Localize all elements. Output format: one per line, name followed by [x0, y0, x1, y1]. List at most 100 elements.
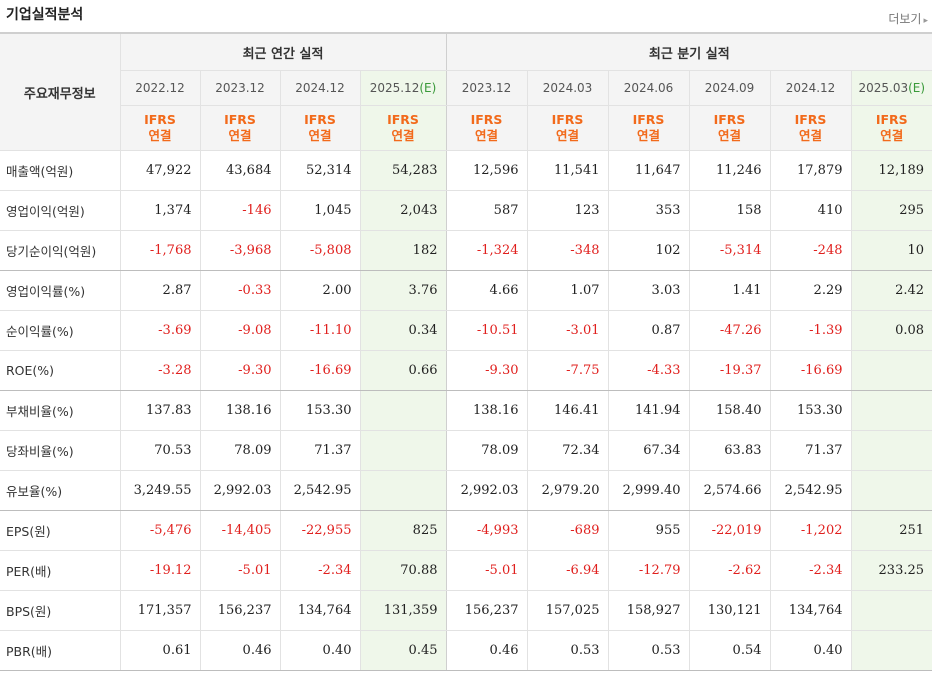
- period-label: 2024.03: [542, 81, 593, 95]
- ifrs-label: IFRS: [551, 112, 584, 127]
- table-cell: -5,476: [120, 510, 201, 551]
- table-row: 순이익률(%) -3.69 -9.08 -11.10 0.34 -10.51 -3.01 0.…: [0, 310, 933, 351]
- table-cell: 71.37: [280, 430, 361, 471]
- period-header: 2024.12: [770, 70, 852, 106]
- table-cell: 0.40: [770, 630, 852, 671]
- table-cell: 102: [608, 230, 690, 271]
- table-cell: 156,237: [446, 590, 528, 631]
- table-cell: -9.30: [446, 350, 528, 391]
- table-cell: -1,768: [120, 230, 201, 271]
- chevron-right-icon: ▸: [923, 16, 928, 26]
- table-cell: -0.33: [200, 270, 281, 311]
- table-cell: 3.03: [608, 270, 690, 311]
- financial-summary-table: 주요재무정보 최근 연간 실적 최근 분기 실적 2022.12 2023.12 2…: [0, 32, 933, 671]
- table-cell: 71.37: [770, 430, 852, 471]
- period-label: 2025.03: [858, 81, 909, 95]
- table-cell: 1,374: [120, 190, 201, 231]
- table-cell: 158: [689, 190, 771, 231]
- table-cell: 0.87: [608, 310, 690, 351]
- table-cell: 137.83: [120, 390, 201, 431]
- ifrs-header: IFRS 연결: [608, 105, 690, 151]
- table-cell: 233.25: [851, 550, 933, 591]
- table-cell: 0.08: [851, 310, 933, 351]
- period-label: 2023.12: [461, 81, 512, 95]
- table-cell: -1,324: [446, 230, 528, 271]
- row-label: ROE(%): [0, 350, 121, 391]
- table-row: ROE(%) -3.28 -9.30 -16.69 0.66 -9.30 -7.75 -4.3…: [0, 350, 933, 391]
- group-header-quarter: 최근 분기 실적: [446, 32, 933, 71]
- table-cell: [851, 590, 933, 631]
- table-cell: 52,314: [280, 150, 361, 191]
- estimate-mark: (E): [419, 81, 437, 95]
- group-header-annual: 최근 연간 실적: [120, 32, 447, 71]
- table-cell: -1,202: [770, 510, 852, 551]
- table-cell: 63.83: [689, 430, 771, 471]
- ifrs-label: IFRS: [304, 112, 336, 127]
- ifrs-label: IFRS: [632, 112, 665, 127]
- table-cell: -5,808: [280, 230, 361, 271]
- table-cell: 158.40: [689, 390, 771, 431]
- table-cell: 47,922: [120, 150, 201, 191]
- table-cell: 153.30: [770, 390, 852, 431]
- row-label: 영업이익(억원): [0, 190, 121, 231]
- table-cell: 43,684: [200, 150, 281, 191]
- table-cell: -1.39: [770, 310, 852, 351]
- table-body: 매출액(억원) 47,922 43,684 52,314 54,283 12,596 11,…: [0, 150, 933, 671]
- table-cell: [851, 430, 933, 471]
- table-cell: [851, 390, 933, 431]
- row-label: 당좌비율(%): [0, 430, 121, 471]
- table-cell: 295: [851, 190, 933, 231]
- table-cell: 153.30: [280, 390, 361, 431]
- estimate-mark: (E): [908, 81, 926, 95]
- table-cell: -22,955: [280, 510, 361, 551]
- table-cell: -3.01: [527, 310, 609, 351]
- table-cell: [851, 470, 933, 511]
- table-cell: 11,541: [527, 150, 609, 191]
- table-cell: -12.79: [608, 550, 690, 591]
- period-header: 2024.09: [689, 70, 771, 106]
- table-row: 유보율(%) 3,249.55 2,992.03 2,542.95 2,992.03 2,…: [0, 470, 933, 511]
- period-label: 2024.12: [295, 81, 345, 95]
- row-label: 당기순이익(억원): [0, 230, 121, 271]
- consolidated-label: 연결: [391, 128, 415, 143]
- table-cell: -19.37: [689, 350, 771, 391]
- table-cell: 587: [446, 190, 528, 231]
- table-cell: 11,647: [608, 150, 690, 191]
- consolidated-label: 연결: [798, 128, 822, 143]
- ifrs-header: IFRS 연결: [527, 105, 609, 151]
- table-cell: 17,879: [770, 150, 852, 191]
- table-cell: 12,596: [446, 150, 528, 191]
- table-cell: 1,045: [280, 190, 361, 231]
- table-cell: -2.62: [689, 550, 771, 591]
- table-cell: 825: [360, 510, 447, 551]
- ifrs-header: IFRS 연결: [360, 105, 447, 151]
- table-cell: 146.41: [527, 390, 609, 431]
- table-cell: 54,283: [360, 150, 447, 191]
- section-header: 기업실적분석 더보기 ▸: [0, 0, 936, 30]
- table-cell: 141.94: [608, 390, 690, 431]
- period-header: 2023.12: [200, 70, 281, 106]
- consolidated-label: 연결: [636, 128, 660, 143]
- table-row: PER(배) -19.12 -5.01 -2.34 70.88 -5.01 -6.94 -12…: [0, 550, 933, 591]
- table-cell: [851, 630, 933, 671]
- table-cell: 70.53: [120, 430, 201, 471]
- table-row: 영업이익(억원) 1,374 -146 1,045 2,043 587 123 353 158 4…: [0, 190, 933, 231]
- table-cell: -3.69: [120, 310, 201, 351]
- table-cell: 123: [527, 190, 609, 231]
- table-cell: 130,121: [689, 590, 771, 631]
- ifrs-header: IFRS 연결: [689, 105, 771, 151]
- table-cell: 0.66: [360, 350, 447, 391]
- table-cell: 2.29: [770, 270, 852, 311]
- more-link[interactable]: 더보기 ▸: [888, 10, 928, 27]
- table-cell: -248: [770, 230, 852, 271]
- table-cell: -6.94: [527, 550, 609, 591]
- period-label: 2022.12: [135, 81, 185, 95]
- table-cell: -11.10: [280, 310, 361, 351]
- row-label: 매출액(억원): [0, 150, 121, 191]
- table-cell: 2,999.40: [608, 470, 690, 511]
- row-label: PBR(배): [0, 630, 121, 671]
- period-label: 2024.06: [623, 81, 674, 95]
- table-cell: 0.46: [446, 630, 528, 671]
- row-label: 영업이익률(%): [0, 270, 121, 311]
- table-cell: 156,237: [200, 590, 281, 631]
